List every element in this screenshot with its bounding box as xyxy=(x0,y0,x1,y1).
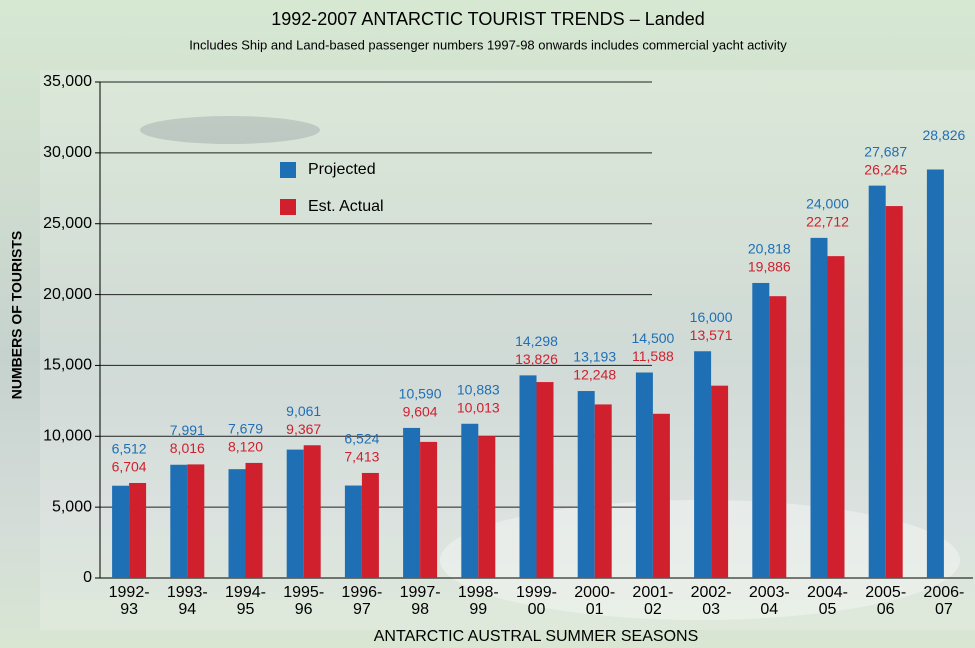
x-tick-label: 1997- 98 xyxy=(391,584,449,618)
x-tick-label: 1994- 95 xyxy=(217,584,275,618)
y-tick-label: 0 xyxy=(83,569,92,586)
value-label: 10,883 xyxy=(457,381,500,397)
x-tick-label: 1999- 00 xyxy=(508,584,566,618)
value-label: 7,679 xyxy=(228,421,263,437)
y-tick-label: 20,000 xyxy=(43,286,92,303)
bar xyxy=(636,373,653,578)
bar xyxy=(112,486,129,578)
legend-swatch xyxy=(280,162,296,178)
value-label: 8,016 xyxy=(170,440,205,456)
x-axis-label: ANTARCTIC AUSTRAL SUMMER SEASONS xyxy=(374,628,699,645)
bar xyxy=(769,296,786,578)
value-label: 22,712 xyxy=(806,214,849,230)
page: 1992-2007 ANTARCTIC TOURIST TRENDS – Lan… xyxy=(0,0,975,648)
bar xyxy=(537,382,554,578)
value-label: 10,590 xyxy=(399,386,442,402)
bar xyxy=(520,375,537,578)
x-tick-label: 1998- 99 xyxy=(449,584,507,618)
value-label: 10,013 xyxy=(457,399,500,415)
y-tick-label: 30,000 xyxy=(43,144,92,161)
legend-label: Est. Actual xyxy=(308,198,384,215)
bar xyxy=(246,463,263,578)
bar xyxy=(229,469,246,578)
x-tick-label: 2003- 04 xyxy=(740,584,798,618)
y-tick-label: 5,000 xyxy=(52,498,92,515)
value-label: 6,704 xyxy=(112,459,147,475)
value-label: 27,687 xyxy=(864,143,907,159)
x-tick-label: 2000- 01 xyxy=(566,584,624,618)
value-label: 6,512 xyxy=(112,441,147,457)
x-tick-label: 1995- 96 xyxy=(275,584,333,618)
value-label: 6,524 xyxy=(344,431,379,447)
value-label: 9,061 xyxy=(286,403,321,419)
bar xyxy=(345,486,362,578)
bar xyxy=(752,283,769,578)
bar xyxy=(595,404,612,578)
bar xyxy=(886,206,903,578)
legend-label: Projected xyxy=(308,161,376,178)
x-tick-label: 2002- 03 xyxy=(682,584,740,618)
value-label: 14,500 xyxy=(631,330,674,346)
bar xyxy=(653,414,670,578)
bar xyxy=(711,386,728,578)
chart-title: 1992-2007 ANTARCTIC TOURIST TRENDS – Lan… xyxy=(271,9,705,29)
y-tick-label: 35,000 xyxy=(43,73,92,90)
x-tick-label: 1992- 93 xyxy=(100,584,158,618)
bar xyxy=(461,424,478,578)
chart: 1992-2007 ANTARCTIC TOURIST TRENDS – Lan… xyxy=(0,0,975,648)
x-tick-label: 2005- 06 xyxy=(857,584,915,618)
y-tick-label: 15,000 xyxy=(43,357,92,374)
photo-ship xyxy=(140,116,320,144)
bar xyxy=(811,238,828,578)
value-label: 13,571 xyxy=(690,327,733,343)
y-tick-label: 25,000 xyxy=(43,215,92,232)
bar xyxy=(478,436,495,578)
value-label: 16,000 xyxy=(690,309,733,325)
x-tick-label: 1996- 97 xyxy=(333,584,391,618)
chart-subtitle: Includes Ship and Land-based passenger n… xyxy=(189,37,787,52)
x-tick-label: 2006- 07 xyxy=(915,584,973,618)
bar xyxy=(129,483,146,578)
bar xyxy=(170,465,187,578)
value-label: 26,245 xyxy=(864,161,907,177)
bar xyxy=(362,473,379,578)
bar xyxy=(869,186,886,578)
x-tick-label: 2001- 02 xyxy=(624,584,682,618)
bar xyxy=(304,445,321,578)
bar xyxy=(578,391,595,578)
bar xyxy=(403,428,420,578)
bar xyxy=(420,442,437,578)
value-label: 19,886 xyxy=(748,259,791,275)
value-label: 20,818 xyxy=(748,241,791,257)
value-label: 7,413 xyxy=(344,449,379,465)
bar xyxy=(287,450,304,578)
value-label: 9,367 xyxy=(286,421,321,437)
legend-swatch xyxy=(280,199,296,215)
value-label: 28,826 xyxy=(922,127,965,143)
y-axis-label: NUMBERS OF TOURISTS xyxy=(9,231,25,400)
x-tick-label: 1993- 94 xyxy=(158,584,216,618)
value-label: 24,000 xyxy=(806,196,849,212)
value-label: 11,588 xyxy=(632,348,674,364)
value-label: 13,826 xyxy=(515,351,558,367)
value-label: 13,193 xyxy=(573,349,616,365)
bar xyxy=(927,169,944,578)
x-tick-label: 2004- 05 xyxy=(799,584,857,618)
bar xyxy=(828,256,845,578)
y-tick-label: 10,000 xyxy=(43,428,92,445)
value-label: 14,298 xyxy=(515,333,558,349)
value-label: 12,248 xyxy=(573,367,616,383)
bar xyxy=(694,351,711,578)
value-label: 8,120 xyxy=(228,439,263,455)
value-label: 9,604 xyxy=(403,404,438,420)
value-label: 7,991 xyxy=(170,422,205,438)
bar xyxy=(187,464,204,578)
